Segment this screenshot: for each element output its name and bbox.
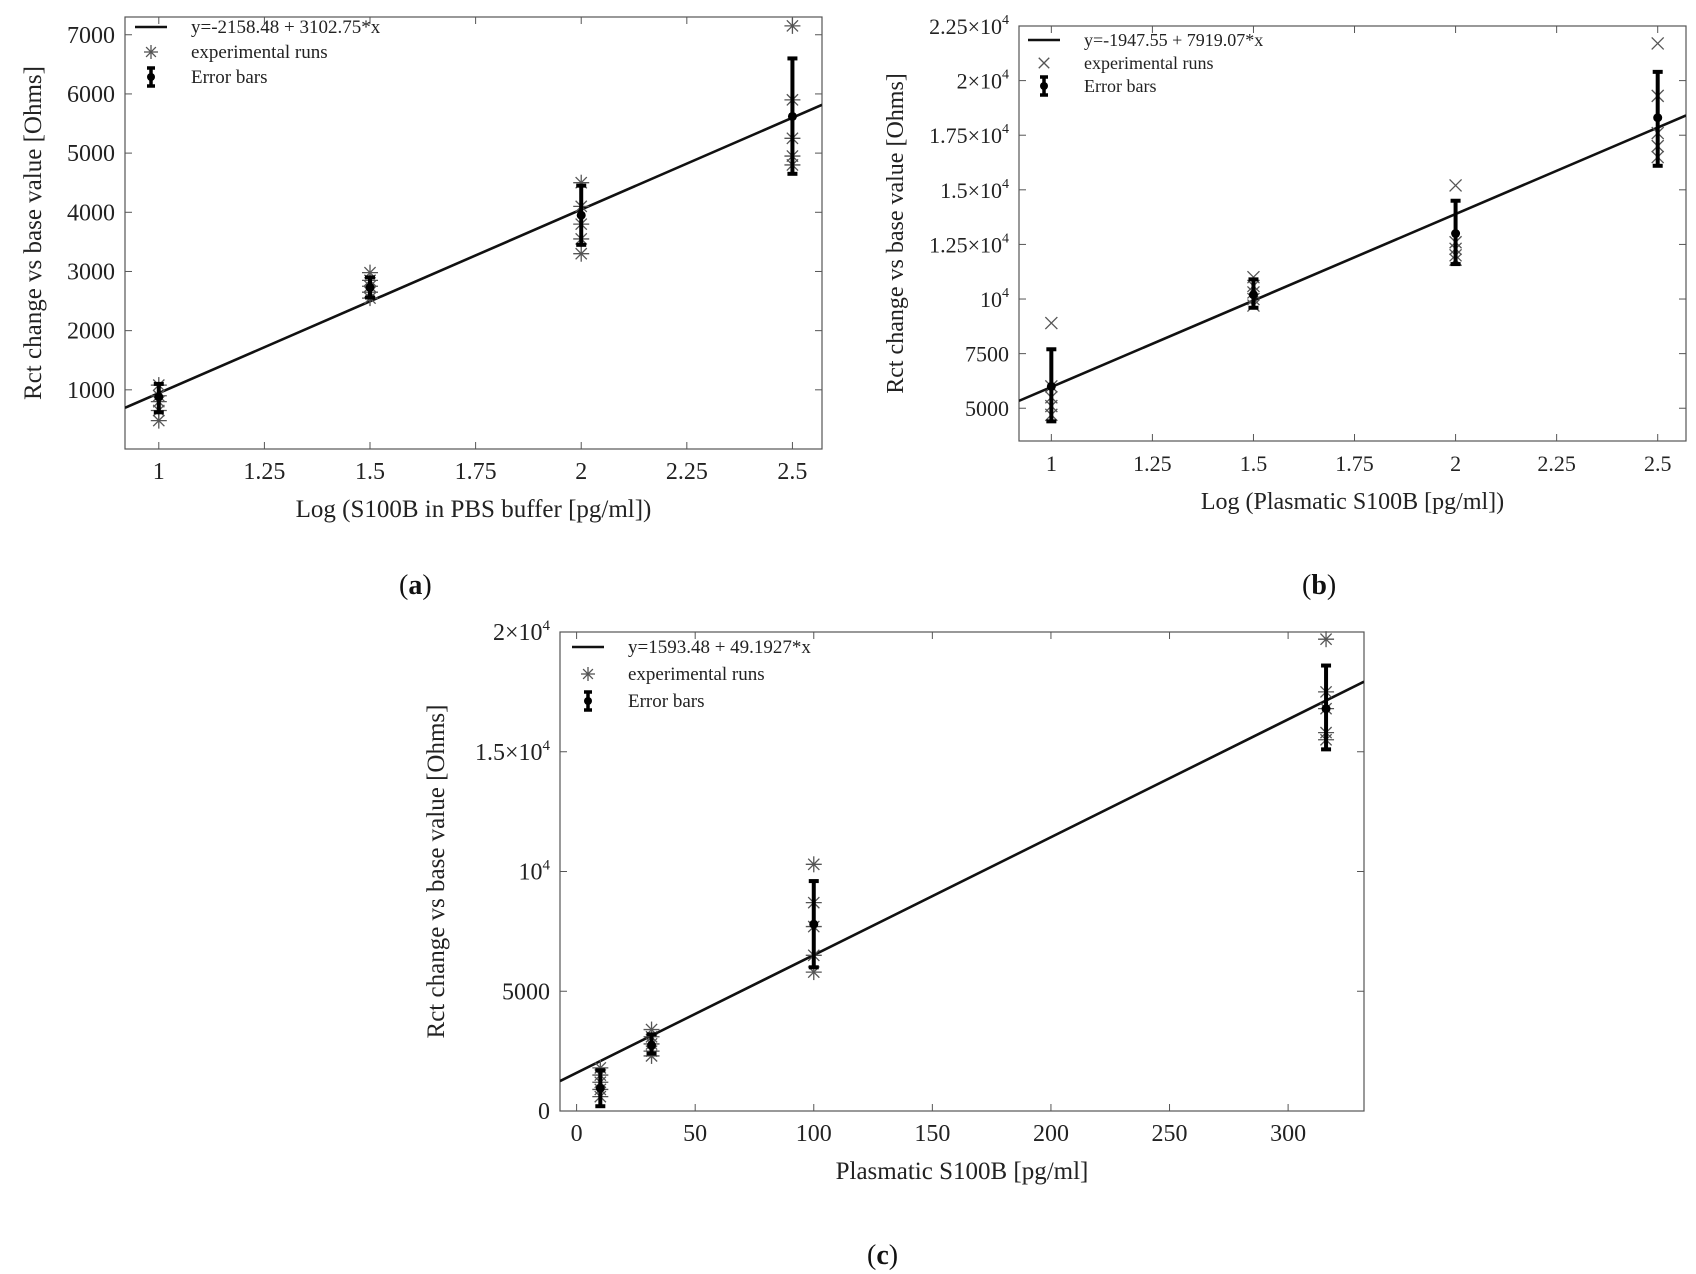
x-tick-label-a: 2.25 (666, 459, 708, 485)
panel-label-a-text: a (408, 570, 423, 601)
run-point-c (805, 856, 822, 873)
y-tick-label-c: 1.5×104 (475, 738, 551, 766)
error-bar-mean-c (809, 919, 819, 929)
y-tick-label-c: 104 (519, 858, 551, 886)
y-tick-label-a: 2000 (67, 319, 115, 345)
y-tick-label-a: 7000 (67, 23, 115, 49)
legend-errorbar-dot-c (584, 697, 592, 705)
legend-errorbar-dot-a (147, 73, 155, 81)
x-axis-label-b: Log (Plasmatic S100B [pg/ml]) (1201, 489, 1504, 515)
legend-marker-swatch-a (144, 45, 158, 59)
legend-marker-swatch-c (581, 667, 595, 681)
x-tick-label-c: 100 (796, 1121, 832, 1147)
y-axis-label-a: Rct change vs base value [Ohms] (20, 66, 47, 400)
y-tick-label-a: 4000 (67, 200, 115, 226)
fit-line-c (560, 680, 1364, 1083)
y-axis-label-c: Rct change vs base value [Ohms] (423, 705, 450, 1039)
legend-c: y=1593.48 + 49.1927*x experimental runs Er… (572, 637, 811, 712)
error-bar-mean-b (1046, 381, 1056, 391)
fit-line-b (1019, 114, 1686, 403)
error-bar-mean-b (1653, 113, 1663, 123)
legend-entry-runs-c: experimental runs (628, 664, 765, 685)
legend-a: y=-2158.48 + 3102.75*x experimental runs E… (135, 17, 381, 88)
y-tick-label-b: 1.75×104 (929, 122, 1009, 148)
x-tick-label-c: 50 (683, 1121, 707, 1147)
legend-entry-runs-a: experimental runs (191, 42, 328, 63)
x-tick-label-b: 2.25 (1537, 451, 1576, 476)
y-tick-label-c: 0 (538, 1099, 550, 1125)
y-axis-label-b: Rct change vs base value [Ohms] (883, 73, 909, 394)
plot-frame-b (1018, 25, 1687, 442)
x-tick-label-a: 1.25 (243, 459, 285, 485)
panel-label-c-text: c (876, 1240, 889, 1271)
panel-label-a: (a) (399, 570, 432, 601)
x-tick-label-c: 250 (1152, 1121, 1188, 1147)
legend-entry-errorbars-a: Error bars (191, 67, 268, 88)
error-bar-mean-b (1248, 290, 1258, 300)
legend-errorbar-dot-b (1040, 82, 1048, 90)
run-point-b (1044, 316, 1058, 330)
error-bar-mean-c (647, 1040, 657, 1050)
panel-label-b: (b) (1302, 570, 1337, 601)
x-tick-label-a: 1 (153, 459, 165, 485)
x-tick-label-c: 150 (914, 1121, 950, 1147)
y-tick-label-b: 5000 (965, 396, 1009, 421)
legend-marker-swatch-b (1038, 57, 1050, 69)
panel-label-c: (c) (867, 1240, 899, 1271)
x-tick-label-a: 2.5 (777, 459, 807, 485)
x-tick-label-b: 1.5 (1240, 451, 1268, 476)
error-bar-mean-c (595, 1083, 605, 1093)
y-tick-label-a: 6000 (67, 82, 115, 108)
error-bar-mean-c (1321, 704, 1331, 714)
x-tick-label-b: 1.25 (1133, 451, 1172, 476)
y-tick-label-b: 7500 (965, 342, 1009, 367)
x-tick-label-c: 200 (1033, 1121, 1069, 1147)
error-bar-mean-a (576, 210, 586, 220)
run-point-a (784, 17, 801, 34)
legend-entry-fit-a: y=-2158.48 + 3102.75*x (191, 17, 381, 38)
y-tick-label-a: 3000 (67, 259, 115, 285)
legend-entry-errorbars-c: Error bars (628, 691, 705, 712)
y-tick-label-c: 2×104 (493, 618, 551, 646)
error-bar-mean-a (365, 282, 375, 292)
run-point-c (1318, 631, 1335, 648)
x-tick-label-a: 1.5 (355, 459, 385, 485)
y-tick-label-b: 1.5×104 (940, 177, 1009, 203)
panel-label-b-text: b (1311, 570, 1327, 601)
x-tick-label-b: 2.5 (1644, 451, 1672, 476)
error-bar-mean-a (787, 111, 797, 121)
x-tick-label-a: 2 (575, 459, 587, 485)
y-tick-label-b: 2×104 (957, 68, 1009, 94)
x-axis-label-c: Plasmatic S100B [pg/ml] (836, 1158, 1089, 1185)
legend-b: y=-1947.55 + 7919.07*x experimental runs E… (1028, 30, 1263, 97)
fit-line-a (125, 103, 822, 410)
legend-entry-runs-b: experimental runs (1084, 53, 1213, 73)
run-point-b (1449, 178, 1463, 192)
x-tick-label-c: 300 (1270, 1121, 1306, 1147)
x-tick-label-b: 1.75 (1335, 451, 1374, 476)
error-bar-mean-a (154, 392, 164, 402)
y-tick-label-a: 1000 (67, 378, 115, 404)
x-tick-label-b: 1 (1046, 451, 1057, 476)
x-axis-label-a: Log (S100B in PBS buffer [pg/ml]) (296, 496, 652, 523)
y-tick-label-c: 5000 (502, 979, 550, 1005)
y-tick-label-a: 5000 (67, 141, 115, 167)
legend-entry-fit-c: y=1593.48 + 49.1927*x (628, 637, 811, 658)
plot-frame-a (124, 16, 823, 450)
run-point-b (1651, 37, 1665, 50)
y-tick-label-b: 1.25×104 (929, 231, 1009, 257)
x-tick-label-a: 1.75 (455, 459, 497, 485)
error-bar-mean-b (1451, 229, 1461, 238)
legend-entry-errorbars-b: Error bars (1084, 76, 1156, 96)
y-tick-label-b: 2.25×104 (929, 13, 1009, 39)
run-point-a (573, 245, 590, 262)
x-tick-label-c: 0 (571, 1121, 583, 1147)
y-tick-label-b: 104 (980, 286, 1009, 312)
x-tick-label-b: 2 (1450, 451, 1461, 476)
legend-entry-fit-b: y=-1947.55 + 7919.07*x (1084, 30, 1263, 50)
